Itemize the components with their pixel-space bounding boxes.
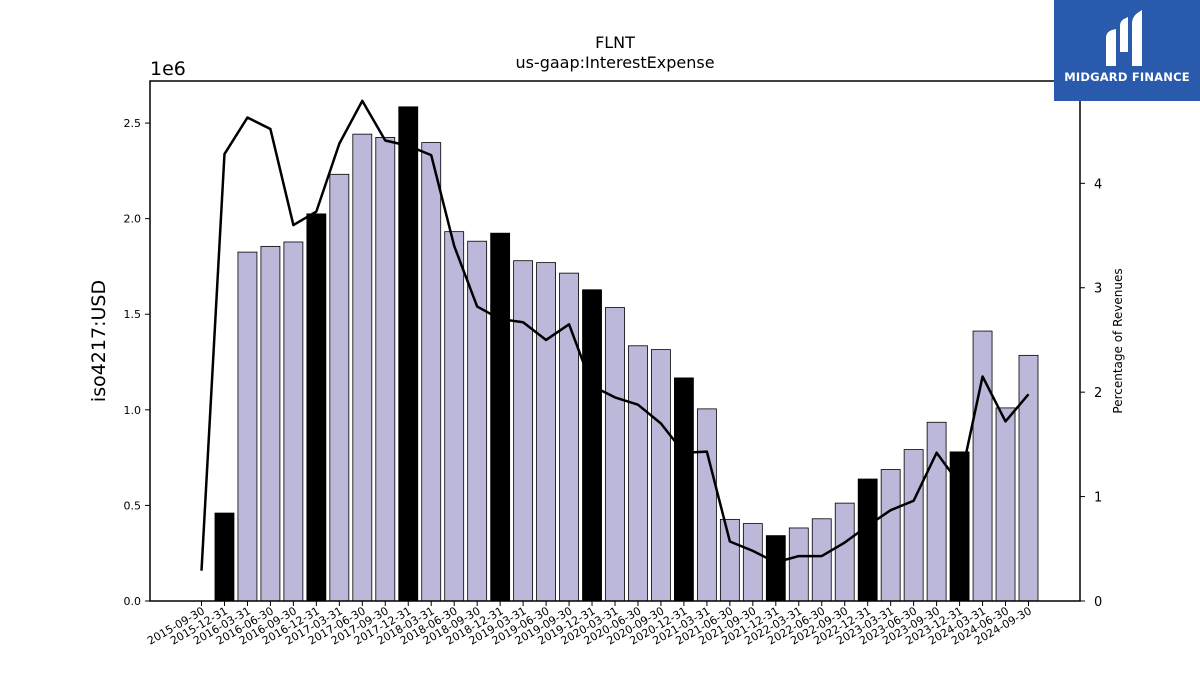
bar-2016-09-30 (283, 241, 304, 602)
bar-2017-03-31 (329, 173, 350, 602)
y-tick-label: 1.5 (124, 308, 142, 321)
y2-tick-label: 3 (1094, 282, 1102, 297)
brand-name: MIDGARD FINANCE (1064, 70, 1190, 84)
bar-2023-06-30 (903, 449, 924, 602)
chart-title: FLNT (595, 33, 635, 52)
bar-2022-09-30 (834, 502, 855, 602)
bar-2024-03-31 (972, 330, 993, 602)
y2-axis-label: Percentage of Revenues (1111, 268, 1125, 413)
y-tick-label: 2.5 (124, 117, 142, 130)
bar-2021-09-30 (742, 523, 763, 602)
bar-2020-09-30 (651, 349, 671, 602)
bar-2017-09-30 (375, 136, 396, 602)
brand-mark-icon (1106, 10, 1142, 66)
bar-2020-06-30 (628, 345, 648, 602)
bar-2023-09-30 (926, 421, 947, 602)
bar-2017-06-30 (352, 133, 373, 602)
bar-2021-03-31 (696, 408, 717, 602)
y2-tick-label: 1 (1094, 491, 1102, 506)
y2-tick-label: 0 (1094, 595, 1102, 610)
bar-2020-03-31 (605, 307, 625, 602)
bar-2018-03-31 (421, 142, 442, 602)
bar-2021-06-30 (719, 518, 740, 602)
bar-2024-09-30 (1018, 354, 1039, 602)
bar-2015-12-31 (214, 512, 235, 602)
y-offset-label: 1e6 (150, 58, 186, 80)
bar-2022-03-31 (788, 527, 809, 602)
brand-logo: MIDGARD FINANCE (1054, 0, 1200, 101)
bar-2020-12-31 (674, 377, 694, 602)
bar-2019-12-31 (582, 289, 602, 602)
bar-2022-06-30 (811, 518, 832, 602)
bar-2016-12-31 (306, 213, 327, 602)
bar-2019-09-30 (559, 272, 579, 602)
y-tick-label: 0.5 (124, 499, 142, 512)
y-axis-label: iso4217:USD (88, 280, 110, 402)
bar-2023-03-31 (880, 469, 901, 602)
bar-2019-03-31 (513, 260, 534, 602)
chart-subtitle: us-gaap:InterestExpense (515, 53, 714, 72)
y-tick-label: 1.0 (124, 404, 142, 417)
y2-tick-label: 2 (1094, 386, 1102, 401)
bar-2017-12-31 (398, 106, 419, 602)
bar-2018-06-30 (444, 231, 465, 602)
bar-2018-09-30 (467, 240, 488, 602)
y2-tick-label: 4 (1094, 177, 1102, 192)
bar-2016-06-30 (260, 245, 281, 602)
y-tick-label: 0.0 (124, 595, 142, 608)
bar-2016-03-31 (237, 251, 258, 602)
bar-2022-12-31 (857, 478, 878, 602)
bar-2021-12-31 (765, 535, 786, 602)
y-tick-label: 2.0 (124, 213, 142, 226)
bar-2024-06-30 (995, 407, 1016, 602)
bar-2019-06-30 (536, 262, 556, 602)
bar-2018-12-31 (490, 232, 511, 602)
